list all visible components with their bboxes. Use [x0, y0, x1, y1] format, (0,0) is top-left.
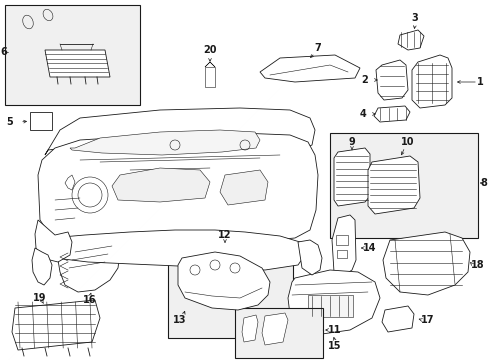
- Bar: [204, 67, 215, 87]
- Polygon shape: [381, 306, 413, 332]
- Polygon shape: [375, 60, 407, 100]
- Polygon shape: [373, 106, 409, 122]
- Polygon shape: [70, 130, 260, 155]
- Text: 15: 15: [327, 341, 341, 351]
- Polygon shape: [45, 108, 314, 158]
- Polygon shape: [411, 55, 451, 108]
- Bar: [168, 243, 292, 338]
- Polygon shape: [220, 170, 267, 205]
- Text: 16: 16: [83, 295, 97, 305]
- Polygon shape: [32, 248, 52, 285]
- Polygon shape: [262, 313, 287, 345]
- Text: 6: 6: [0, 47, 7, 57]
- Text: 3: 3: [411, 13, 418, 23]
- Text: 18: 18: [470, 260, 484, 270]
- Text: 8: 8: [480, 178, 487, 188]
- Bar: [336, 250, 346, 258]
- Polygon shape: [38, 133, 317, 245]
- Text: 11: 11: [327, 325, 341, 335]
- Polygon shape: [35, 220, 72, 262]
- Polygon shape: [367, 156, 419, 214]
- Text: 10: 10: [401, 137, 414, 147]
- Polygon shape: [242, 315, 258, 342]
- Text: 14: 14: [363, 243, 376, 253]
- Text: 12: 12: [218, 230, 231, 240]
- Bar: [30, 112, 52, 130]
- Polygon shape: [297, 240, 321, 275]
- Polygon shape: [287, 270, 379, 334]
- Polygon shape: [12, 300, 100, 350]
- Polygon shape: [42, 230, 305, 270]
- Text: 1: 1: [476, 77, 482, 87]
- Polygon shape: [178, 252, 269, 310]
- Bar: [335, 235, 347, 245]
- Bar: [307, 295, 352, 317]
- Text: 5: 5: [7, 117, 13, 127]
- Text: 19: 19: [33, 293, 47, 303]
- Polygon shape: [331, 215, 355, 278]
- Polygon shape: [45, 50, 110, 77]
- Bar: [5, 5, 140, 105]
- Text: 13: 13: [173, 315, 186, 325]
- Polygon shape: [382, 232, 469, 295]
- Text: 4: 4: [359, 109, 366, 119]
- Text: 9: 9: [348, 137, 355, 147]
- Polygon shape: [58, 240, 120, 292]
- Polygon shape: [260, 55, 359, 82]
- Polygon shape: [397, 30, 423, 50]
- Polygon shape: [65, 175, 75, 190]
- Bar: [235, 308, 323, 358]
- Polygon shape: [333, 148, 369, 206]
- Text: 20: 20: [203, 45, 216, 55]
- Polygon shape: [204, 62, 215, 67]
- Text: 7: 7: [314, 43, 321, 53]
- Bar: [329, 133, 477, 238]
- Text: 17: 17: [420, 315, 434, 325]
- Text: 2: 2: [361, 75, 367, 85]
- Polygon shape: [112, 168, 209, 202]
